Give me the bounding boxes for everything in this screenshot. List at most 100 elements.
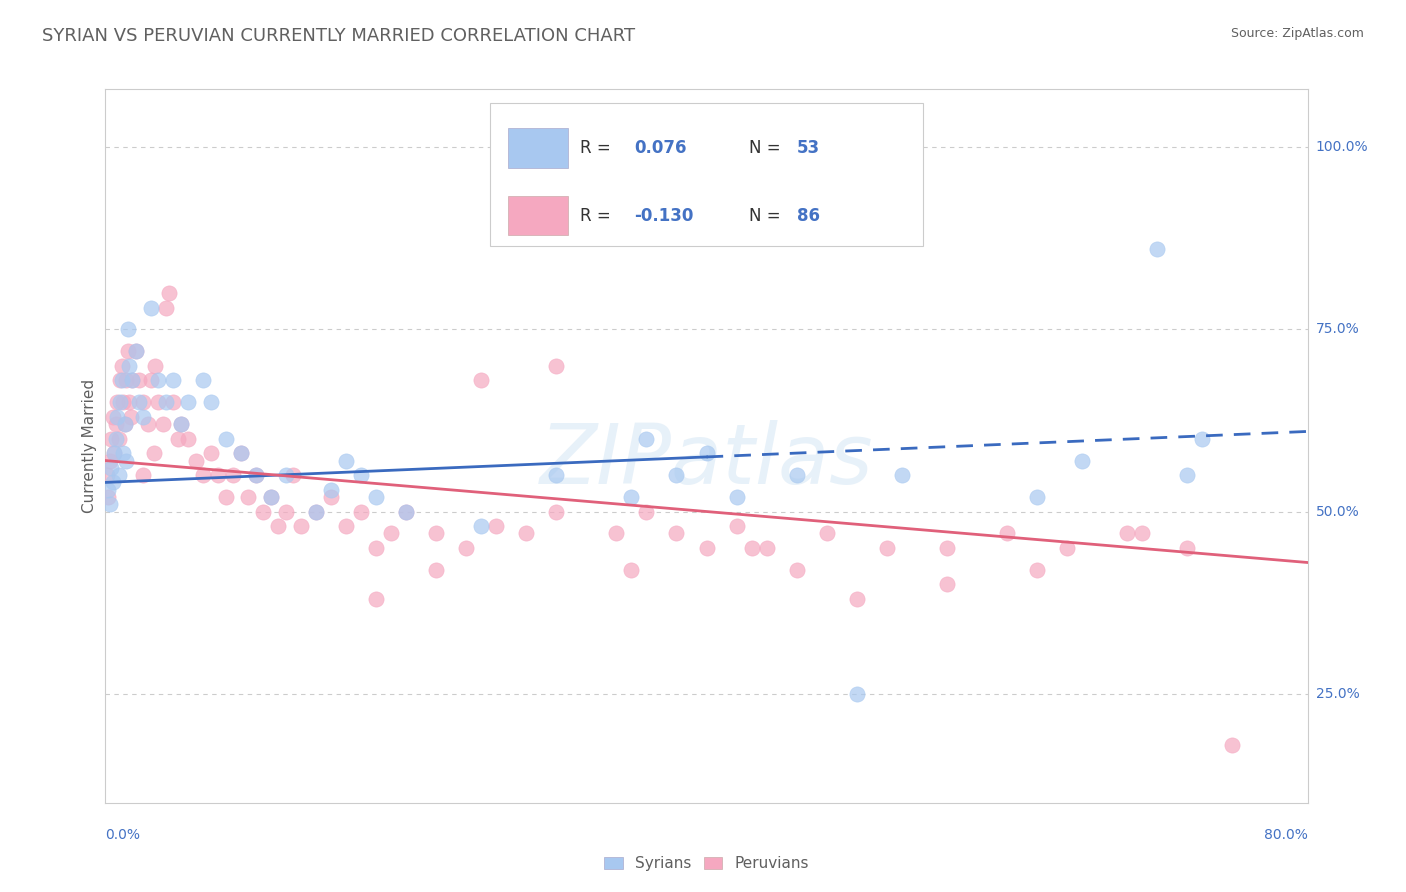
Legend: Syrians, Peruvians: Syrians, Peruvians: [599, 850, 814, 877]
Point: [274, 468, 297, 483]
Point: [425, 526, 447, 541]
Point: [111, 359, 134, 373]
Text: N =: N =: [748, 207, 786, 225]
Point: [101, 475, 124, 490]
Point: [155, 301, 177, 315]
Point: [100, 460, 122, 475]
FancyBboxPatch shape: [508, 196, 568, 235]
Point: [470, 374, 492, 388]
Point: [191, 468, 214, 483]
Point: [274, 504, 297, 518]
Point: [319, 490, 342, 504]
Point: [725, 490, 748, 504]
Point: [108, 468, 131, 483]
Point: [111, 374, 134, 388]
Point: [200, 395, 222, 409]
Text: N =: N =: [748, 139, 786, 157]
Point: [207, 468, 229, 483]
Point: [103, 446, 125, 460]
Point: [97, 490, 120, 504]
Text: 80.0%: 80.0%: [1264, 828, 1308, 842]
Point: [118, 359, 141, 373]
Point: [890, 468, 912, 483]
Point: [115, 374, 138, 388]
Point: [120, 409, 142, 424]
Point: [222, 468, 245, 483]
Point: [107, 409, 129, 424]
Point: [117, 322, 139, 336]
Point: [114, 417, 136, 432]
Point: [786, 563, 808, 577]
Point: [252, 504, 274, 518]
Point: [1026, 563, 1049, 577]
Text: ZIPatlas: ZIPatlas: [540, 420, 873, 500]
Point: [696, 446, 718, 460]
Point: [128, 395, 150, 409]
Point: [108, 432, 131, 446]
Point: [456, 541, 478, 555]
Point: [470, 519, 492, 533]
Point: [162, 395, 184, 409]
Text: 0.0%: 0.0%: [105, 828, 141, 842]
Point: [139, 301, 162, 315]
Point: [620, 563, 643, 577]
Point: [245, 468, 267, 483]
Point: [1130, 526, 1153, 541]
Text: 50.0%: 50.0%: [1316, 505, 1360, 518]
Point: [177, 432, 200, 446]
Point: [350, 468, 373, 483]
Point: [1071, 453, 1094, 467]
Point: [121, 374, 143, 388]
Point: [157, 286, 180, 301]
Point: [115, 453, 138, 467]
Point: [755, 541, 778, 555]
Point: [103, 446, 125, 460]
Point: [290, 519, 312, 533]
Point: [132, 395, 155, 409]
Point: [305, 504, 328, 518]
Point: [665, 468, 688, 483]
Point: [117, 344, 139, 359]
Point: [636, 432, 658, 446]
Point: [364, 591, 387, 606]
Point: [350, 504, 373, 518]
Point: [283, 468, 305, 483]
Point: [191, 374, 214, 388]
Point: [380, 526, 402, 541]
Point: [319, 483, 342, 497]
Text: R =: R =: [581, 139, 616, 157]
Point: [143, 359, 166, 373]
Point: [97, 483, 120, 497]
Point: [98, 497, 121, 511]
Point: [425, 563, 447, 577]
Y-axis label: Currently Married: Currently Married: [82, 379, 97, 513]
Point: [112, 446, 135, 460]
Point: [485, 519, 508, 533]
Point: [1056, 541, 1078, 555]
Point: [229, 446, 252, 460]
Point: [112, 395, 135, 409]
Point: [169, 417, 191, 432]
Point: [152, 417, 174, 432]
Point: [139, 374, 162, 388]
Point: [786, 468, 808, 483]
Point: [98, 453, 121, 467]
Point: [335, 453, 357, 467]
Point: [104, 432, 127, 446]
Text: 25.0%: 25.0%: [1316, 687, 1360, 700]
Point: [155, 395, 177, 409]
Point: [184, 453, 207, 467]
Text: 0.076: 0.076: [634, 139, 688, 157]
Point: [267, 519, 290, 533]
Point: [162, 374, 184, 388]
Point: [110, 395, 132, 409]
Point: [96, 468, 118, 483]
Point: [741, 541, 763, 555]
Point: [100, 432, 122, 446]
Point: [128, 374, 150, 388]
Point: [1146, 243, 1168, 257]
Point: [1026, 490, 1049, 504]
Point: [364, 541, 387, 555]
Point: [1191, 432, 1213, 446]
Point: [395, 504, 418, 518]
